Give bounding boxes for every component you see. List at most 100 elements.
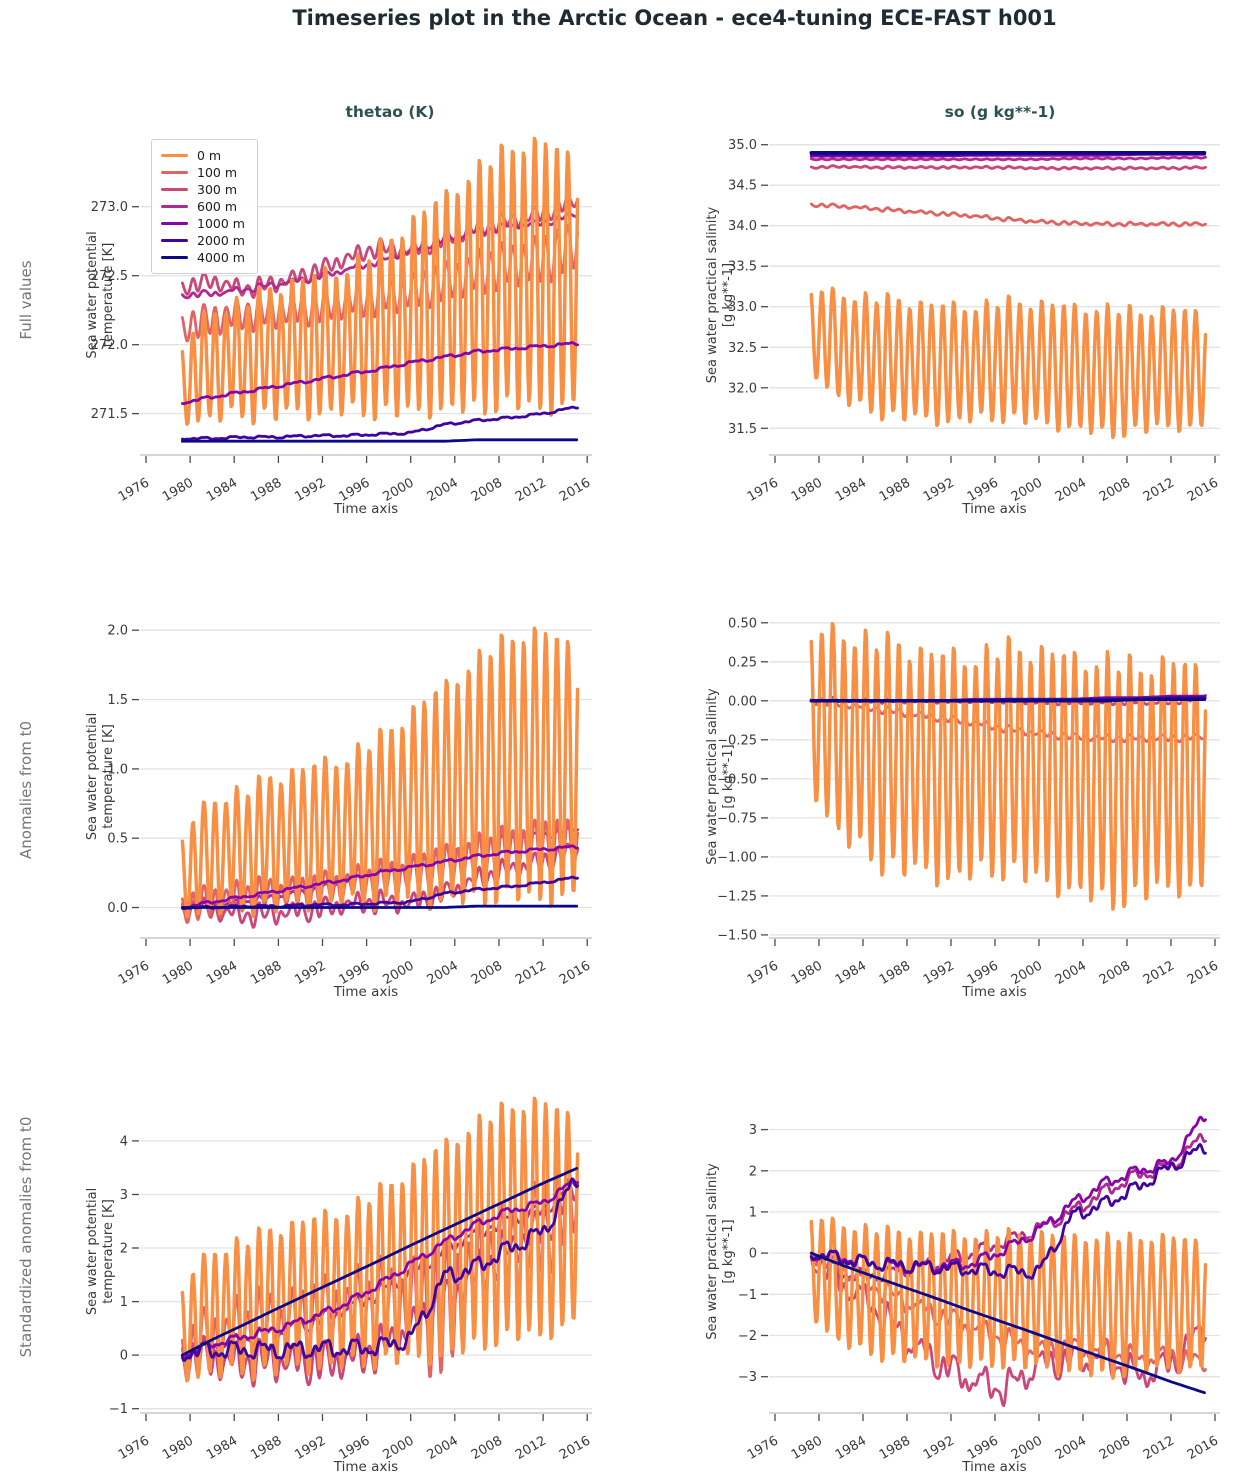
x-tick-label: 1984 [833,475,869,505]
series-line-1000-m [181,1178,579,1360]
y-tick-label: −1 [738,1288,757,1303]
x-axis-title: Time axis [333,1459,398,1475]
legend-label: 600 m [197,199,238,214]
series-line-0-m [180,136,580,426]
x-tick-label: 1988 [248,958,284,988]
x-tick-label: 1992 [921,958,957,988]
series-group [180,626,580,929]
x-tick-label: 2008 [469,475,505,505]
y-tick-label: 1.0 [107,762,128,777]
y-axis-title: temperature [K] [101,1199,116,1304]
y-tick-label: −1 [109,1402,128,1417]
x-axis-title: Time axis [961,1459,1026,1475]
column-title-thetao: thetao (K) [345,103,435,121]
series-group [809,622,1208,911]
panel-so-anom: −1.50 −1.25 −1.00 −0.75 −0.50 −0.25 0.00 0.25 0.… [705,616,1221,1000]
x-axis-title: Time axis [333,501,398,517]
x-tick-label: 2016 [1185,1433,1221,1463]
x-tick-label: 2012 [1141,1433,1177,1463]
y-tick-label: −0.75 [717,811,757,826]
legend-item-300-m: 300 m [161,181,245,198]
series-line-0-m [809,622,1208,911]
series-line-4000-m [809,697,1207,703]
y-tick-label: −2 [738,1329,757,1344]
x-tick-label: 1988 [877,475,913,505]
x-tick-label: 2016 [557,958,593,988]
x-tick-label: 1980 [160,958,196,988]
y-tick-label: 0.0 [107,901,128,916]
x-tick-label: 2016 [557,475,593,505]
depth-legend: 0 m 100 m 300 m 600 m 1000 m 2000 m 4000 m [151,139,258,274]
x-tick-label: 2012 [1141,475,1177,505]
y-tick-label: 0.25 [728,655,757,670]
legend-line-swatch [161,187,188,192]
x-tick-label: 2008 [469,1433,505,1463]
y-tick-label: 34.5 [728,179,757,194]
x-tick-label: 1980 [160,475,196,505]
x-tick-label: 1984 [204,958,240,988]
y-axis-title: temperature [K] [101,724,116,829]
series-line-100-m [809,202,1207,228]
x-tick-label: 1992 [292,958,328,988]
legend-label: 1000 m [197,216,245,231]
legend-label: 0 m [197,148,222,163]
series-group [809,1115,1208,1407]
series-line-2000-m [181,1177,579,1363]
x-tick-label: 2016 [1185,958,1221,988]
y-axis-title: Sea water potential [85,231,100,358]
x-tick-label: 2004 [425,475,461,505]
x-tick-label: 1976 [116,475,152,505]
legend-item-1000-m: 1000 m [161,215,245,232]
y-axis-title: Sea water practical salinity [705,1163,720,1340]
x-tick-label: 1980 [789,475,825,505]
y-tick-label: −0.25 [717,733,757,748]
column-title-so: so (g kg**-1) [944,103,1056,121]
legend-label: 2000 m [197,233,245,248]
y-tick-label: 3 [120,1188,128,1203]
y-tick-label: 31.5 [728,422,757,437]
series-line-1000-m [181,844,579,910]
y-axis-title: Sea water potential [85,713,100,840]
legend-line-swatch [161,170,188,175]
x-tick-label: 1988 [877,1433,913,1463]
series-line-0-m [180,1096,580,1383]
series-group [809,151,1208,440]
x-tick-label: 1984 [204,475,240,505]
series-line-0-m [809,286,1208,440]
legend-label: 4000 m [197,250,245,265]
y-tick-label: 33.5 [728,260,757,275]
x-tick-label: 2008 [469,958,505,988]
x-tick-label: 1980 [160,1433,196,1463]
x-tick-label: 1984 [833,1433,869,1463]
y-tick-label: 272.5 [91,269,128,284]
series-line-600-m [809,155,1207,162]
series-line-300-m [809,1254,1207,1407]
x-axis-title: Time axis [333,984,398,1000]
x-tick-label: 2004 [1053,958,1089,988]
figure-title: Timeseries plot in the Arctic Ocean - ec… [292,6,1057,30]
x-tick-label: 1992 [292,475,328,505]
x-tick-label: 2008 [1097,1433,1133,1463]
y-tick-label: 34.0 [728,219,757,234]
x-tick-label: 2012 [513,958,549,988]
legend-label: 300 m [197,182,238,197]
y-tick-label: 3 [749,1123,757,1138]
legend-line-swatch [161,255,188,260]
y-axis-title: [g kg**-1] [721,263,736,327]
panel-so-full: 31.5 32.0 32.5 33.0 33.5 34.0 34.5 35.0 1976 1980… [705,138,1221,517]
series-group [180,136,580,443]
series-group [180,1096,580,1388]
series-line-4000-m [181,438,579,443]
x-tick-label: 2004 [1053,1433,1089,1463]
y-tick-label: 272.0 [91,338,128,353]
y-tick-label: 1 [749,1205,757,1220]
series-line-100-m [181,1158,579,1383]
legend-line-swatch [161,221,188,226]
y-tick-label: 0.50 [728,616,757,631]
x-tick-label: 1988 [877,958,913,988]
x-tick-label: 2012 [513,475,549,505]
